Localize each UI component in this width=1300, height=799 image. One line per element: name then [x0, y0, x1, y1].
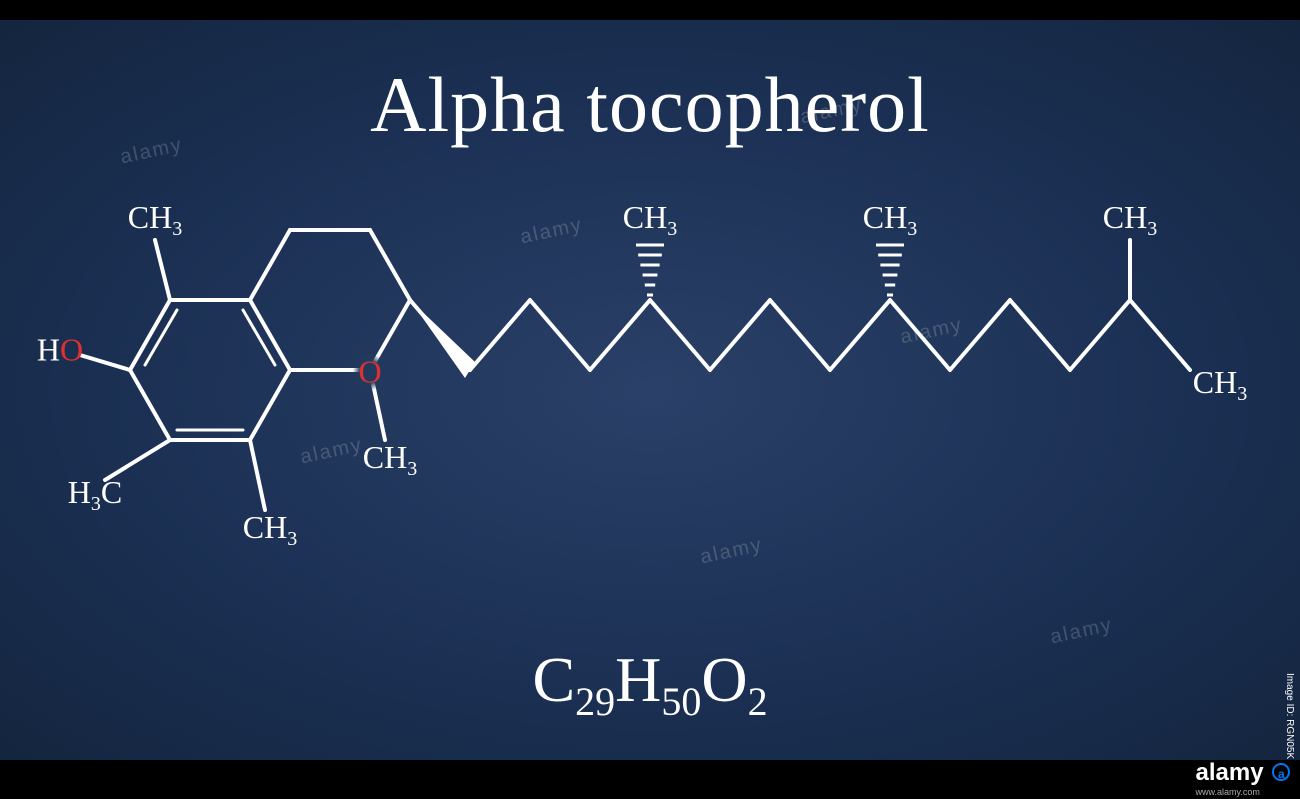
atom-label: CH3 [1193, 364, 1247, 406]
atom-label: CH3 [243, 509, 297, 551]
atom-label: CH3 [1103, 199, 1157, 241]
image-id-label: Image ID: RGN05K [1284, 673, 1295, 759]
atom-label: HO [37, 332, 83, 369]
atom-label: CH3 [863, 199, 917, 241]
atom-label: CH3 [363, 439, 417, 481]
atom-label: H3C [68, 474, 122, 516]
atom-label: CH3 [623, 199, 677, 241]
diagram-canvas: Alpha tocopherol HOCH3H3CCH3CH3CH3CH3CH3… [0, 20, 1300, 760]
molecular-formula: C29H50O2 [532, 643, 767, 725]
footer-bar: alamy a www.alamy.com [0, 761, 1300, 799]
atom-label: O [352, 354, 387, 391]
alamy-url: www.alamy.com [1195, 787, 1290, 797]
atom-label: CH3 [128, 199, 182, 241]
alamy-logo: alamy [1195, 759, 1263, 786]
